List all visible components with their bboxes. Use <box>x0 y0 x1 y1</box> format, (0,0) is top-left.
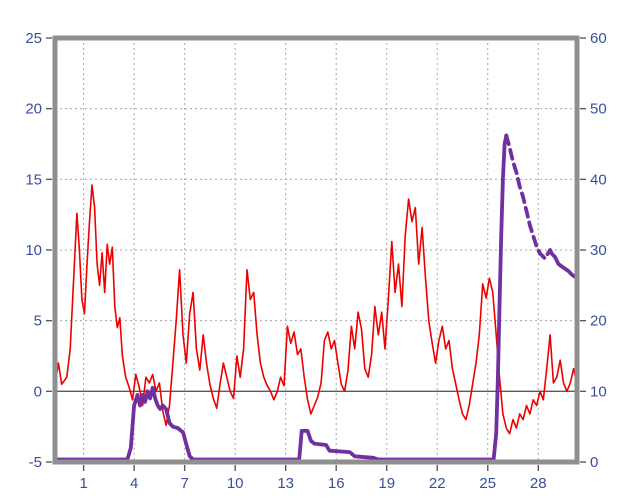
right-tick-label: 20 <box>590 313 607 330</box>
x-tick-label: 13 <box>277 475 294 492</box>
left-tick-label: 0 <box>34 383 42 400</box>
left-tick-label: 10 <box>25 242 42 259</box>
left-tick-label: 25 <box>25 30 42 47</box>
plot-frame <box>52 35 580 465</box>
right-tick-label: 0 <box>590 454 598 471</box>
x-tick-label: 10 <box>227 475 244 492</box>
right-tick-label: 40 <box>590 171 607 188</box>
series-snow-depth-line <box>504 133 554 261</box>
x-tick-label: 19 <box>378 475 395 492</box>
left-tick-label: -5 <box>29 454 42 471</box>
x-tick-label: 1 <box>79 475 87 492</box>
series-snow-depth-line <box>53 133 509 462</box>
series-snow-depth-line <box>549 251 579 281</box>
right-tick-label: 50 <box>590 101 607 118</box>
x-tick-label: 16 <box>328 475 345 492</box>
series-non-snow-line <box>54 184 578 435</box>
right-tick-label: 10 <box>590 383 607 400</box>
x-tick-label: 4 <box>130 475 138 492</box>
left-tick-label: 5 <box>34 313 42 330</box>
x-tick-label: 28 <box>530 475 547 492</box>
left-tick-label: 15 <box>25 171 42 188</box>
x-tick-label: 7 <box>180 475 188 492</box>
x-tick-label: 22 <box>429 475 446 492</box>
left-tick-label: 20 <box>25 101 42 118</box>
right-tick-label: 30 <box>590 242 607 259</box>
x-tick-label: 25 <box>479 475 496 492</box>
right-tick-label: 60 <box>590 30 607 47</box>
